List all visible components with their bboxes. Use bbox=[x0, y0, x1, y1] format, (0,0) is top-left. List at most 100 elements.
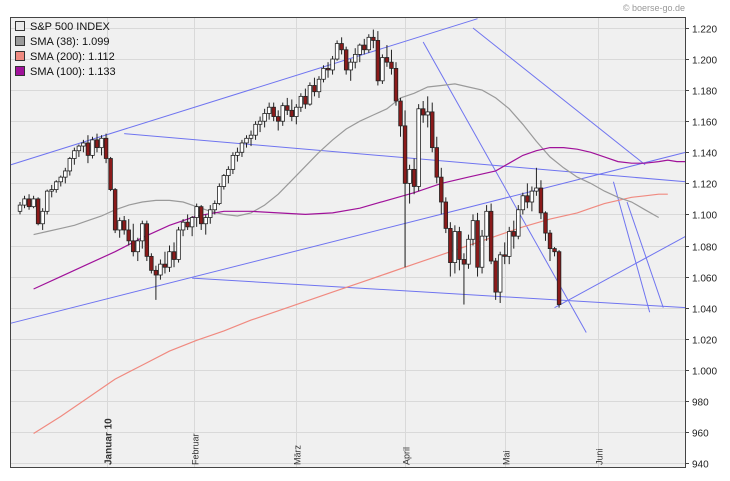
candle-up bbox=[49, 189, 54, 192]
month-label: Juni bbox=[595, 448, 605, 465]
y-tick-label: 960 bbox=[692, 429, 709, 440]
legend-label: SMA (200): 1.112 bbox=[30, 51, 115, 63]
candle-down bbox=[556, 251, 562, 305]
candle-up bbox=[497, 254, 503, 293]
y-tick-label: 1.200 bbox=[692, 56, 717, 67]
candle-down bbox=[303, 95, 308, 105]
y-tick-label: 1.060 bbox=[692, 274, 717, 285]
candle-up bbox=[180, 221, 186, 231]
candle-down bbox=[271, 106, 276, 117]
legend-swatch bbox=[15, 21, 25, 31]
legend-swatch bbox=[15, 36, 25, 46]
candle-down bbox=[276, 116, 281, 122]
candle-up bbox=[280, 105, 285, 122]
candle-up bbox=[31, 198, 36, 208]
candle-down bbox=[434, 147, 439, 178]
candle-up bbox=[158, 263, 163, 276]
chart-outer-border bbox=[10, 17, 686, 468]
trendline bbox=[10, 18, 478, 166]
candle-down bbox=[502, 254, 507, 257]
candle-down bbox=[285, 105, 290, 111]
candle-up bbox=[203, 217, 208, 225]
candle-up bbox=[54, 181, 59, 190]
candle-up bbox=[248, 134, 254, 139]
candle-up bbox=[212, 203, 217, 211]
candle-up bbox=[244, 137, 249, 144]
trendline bbox=[626, 201, 664, 308]
y-tick-label: 1.100 bbox=[692, 211, 717, 222]
y-tick-label: 1.120 bbox=[692, 180, 717, 191]
candle-down bbox=[457, 231, 462, 260]
candle-up bbox=[208, 209, 213, 218]
candlesticks bbox=[17, 29, 562, 308]
watermark: © boerse-go.de bbox=[623, 3, 685, 13]
y-tick-label: 1.140 bbox=[692, 149, 717, 160]
candle-down bbox=[402, 125, 408, 184]
candle-up bbox=[516, 209, 521, 237]
y-tick-label: 1.180 bbox=[692, 87, 717, 98]
y-tick-label: 980 bbox=[692, 398, 709, 409]
candle-down bbox=[375, 40, 381, 82]
y-tick-label: 940 bbox=[692, 460, 709, 471]
candle-down bbox=[384, 57, 390, 63]
candle-down bbox=[131, 240, 136, 253]
x-axis-month-labels: Januar 10 Februar März April Mai Juni bbox=[104, 418, 605, 465]
candle-down bbox=[85, 142, 91, 156]
trendline bbox=[192, 277, 686, 309]
candle-up bbox=[353, 54, 358, 63]
sma-38-line bbox=[33, 83, 659, 236]
candle-up bbox=[534, 187, 539, 192]
candle-down bbox=[171, 251, 177, 260]
candle-up bbox=[40, 210, 45, 225]
candle-down bbox=[112, 189, 118, 231]
candle-up bbox=[99, 137, 104, 149]
candle-up bbox=[520, 195, 526, 211]
candle-up bbox=[44, 190, 50, 212]
candle-up bbox=[90, 139, 95, 156]
candle-up bbox=[380, 57, 385, 82]
candle-down bbox=[26, 198, 32, 208]
candle-up bbox=[257, 120, 263, 125]
candle-down bbox=[389, 61, 394, 69]
candle-up bbox=[135, 240, 140, 253]
candle-down bbox=[538, 187, 544, 214]
candle-up bbox=[176, 229, 181, 260]
legend: S&P 500 INDEX SMA (38): 1.099 SMA (200): 1… bbox=[15, 21, 116, 78]
candle-down bbox=[448, 228, 453, 263]
candle-down bbox=[420, 108, 426, 116]
legend-swatch bbox=[15, 66, 25, 76]
candle-down bbox=[35, 198, 41, 225]
y-tick-label: 1.220 bbox=[692, 25, 717, 36]
candle-up bbox=[425, 111, 430, 116]
candle-up bbox=[357, 44, 362, 55]
y-axis: 940 960 980 1.000 1.020 1.040 1.060 1.080 1.100 1… bbox=[685, 25, 717, 471]
legend-label: SMA (38): 1.099 bbox=[30, 36, 110, 48]
candle-up bbox=[189, 217, 195, 228]
candle-up bbox=[529, 190, 535, 203]
y-axis-area bbox=[686, 17, 730, 469]
candle-down bbox=[493, 260, 498, 293]
candle-up bbox=[416, 108, 421, 187]
candle-up bbox=[217, 186, 222, 204]
candle-down bbox=[543, 212, 548, 234]
month-label: Mai bbox=[502, 450, 512, 465]
y-tick-label: 1.160 bbox=[692, 118, 717, 129]
candle-up bbox=[316, 78, 322, 93]
sma-200-line bbox=[33, 193, 668, 435]
month-label: April bbox=[402, 447, 412, 465]
sma-100-line bbox=[33, 147, 686, 290]
candle-down bbox=[312, 85, 317, 93]
candle-down bbox=[103, 137, 109, 159]
candle-down bbox=[362, 44, 367, 51]
candle-down bbox=[475, 220, 480, 268]
candle-up bbox=[330, 58, 335, 71]
candle-up bbox=[298, 95, 304, 108]
candle-up bbox=[221, 175, 227, 187]
candle-up bbox=[253, 123, 258, 136]
candle-up bbox=[230, 154, 236, 170]
candle-up bbox=[470, 220, 476, 240]
candle-down bbox=[198, 206, 204, 225]
candle-up bbox=[167, 251, 172, 268]
candle-up bbox=[239, 142, 245, 153]
